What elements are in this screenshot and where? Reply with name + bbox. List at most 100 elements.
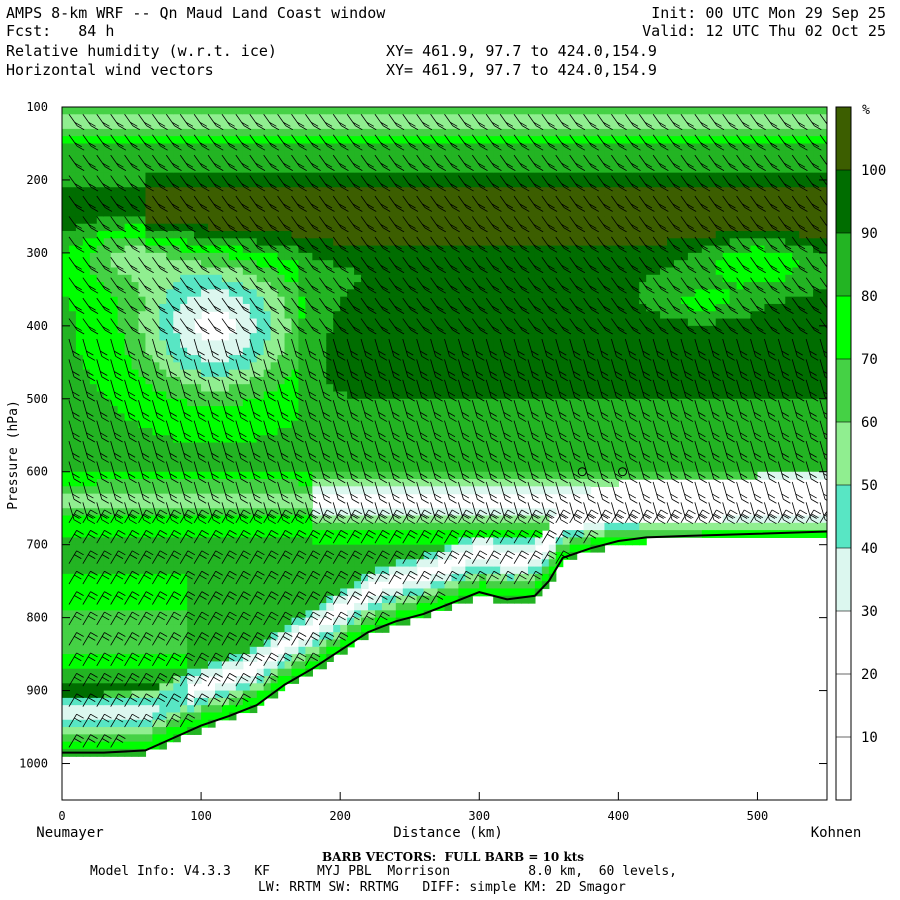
rh-cell [208, 384, 216, 393]
rh-cell [159, 260, 167, 269]
rh-cell [180, 179, 188, 188]
rh-cell [333, 486, 341, 495]
rh-cell [215, 705, 223, 714]
rh-cell [479, 355, 487, 363]
rh-cell [82, 581, 91, 590]
rh-cell [340, 398, 348, 407]
rh-cell [416, 223, 425, 232]
rh-cell [180, 486, 188, 495]
rh-cell [242, 559, 251, 568]
rh-cell [249, 223, 258, 232]
rh-cell [194, 595, 202, 604]
rh-cell [235, 282, 244, 290]
rh-cell [451, 201, 460, 210]
rh-cell [402, 267, 411, 276]
rh-cell [326, 252, 334, 261]
rh-cell [263, 398, 272, 407]
rh-cell [354, 457, 362, 466]
rh-cell [263, 311, 272, 320]
rh-cell [472, 209, 480, 218]
rh-cell [270, 347, 279, 356]
rh-cell [145, 537, 154, 546]
rh-cell [173, 158, 181, 166]
rh-cell [333, 128, 341, 137]
rh-cell [166, 289, 174, 298]
rh-cell [249, 624, 258, 633]
rh-cell [228, 158, 237, 166]
rh-cell [82, 150, 91, 159]
rh-cell [305, 194, 313, 203]
rh-cell [333, 355, 341, 363]
rh-cell [402, 530, 411, 538]
rh-cell [472, 427, 480, 436]
rh-cell [208, 172, 216, 181]
rh-cell [340, 479, 348, 487]
rh-cell [145, 471, 154, 480]
rh-cell [124, 355, 133, 363]
rh-cell [208, 464, 216, 473]
rh-cell [194, 340, 202, 349]
rh-cell [103, 201, 112, 210]
rh-cell [145, 544, 154, 553]
rh-cell [249, 603, 258, 611]
rh-cell [444, 355, 453, 363]
rh-cell [430, 296, 439, 305]
rh-cell [263, 303, 272, 312]
rh-cell [291, 559, 300, 568]
rh-cell [409, 150, 418, 159]
rh-cell [75, 406, 84, 414]
rh-cell [159, 274, 167, 283]
rh-cell [166, 617, 174, 626]
rh-cell [215, 690, 223, 699]
rh-cell [340, 311, 348, 320]
rh-cell [173, 705, 181, 714]
rh-cell [235, 420, 244, 429]
rh-cell [187, 201, 195, 210]
rh-cell [486, 588, 494, 597]
rh-cell [62, 136, 70, 145]
rh-cell [256, 252, 265, 261]
rh-cell [319, 639, 327, 648]
rh-cell [82, 143, 91, 152]
rh-cell [180, 544, 188, 553]
rh-cell [347, 325, 355, 334]
rh-cell [256, 384, 265, 393]
rh-cell [215, 355, 223, 363]
rh-cell [368, 194, 376, 203]
rh-cell [242, 384, 251, 393]
rh-cell [291, 668, 300, 677]
rh-cell [374, 143, 383, 152]
rh-cell [96, 216, 105, 225]
rh-cell [298, 464, 307, 473]
rh-cell [242, 201, 251, 210]
rh-cell [124, 311, 133, 320]
rh-cell [75, 566, 84, 575]
rh-cell [270, 282, 279, 290]
rh-cell [423, 216, 432, 225]
rh-cell [173, 398, 181, 407]
rh-cell [270, 252, 279, 261]
rh-cell [89, 376, 98, 385]
rh-cell [444, 522, 453, 531]
rh-cell [333, 143, 341, 152]
rh-cell [458, 457, 466, 466]
rh-cell [451, 238, 460, 247]
rh-cell [354, 107, 362, 115]
rh-cell [340, 165, 348, 174]
rh-cell [326, 194, 334, 203]
rh-cell [388, 515, 397, 524]
rh-cell [110, 697, 119, 706]
rh-cell [423, 522, 432, 531]
rh-cell [277, 158, 286, 166]
rh-cell [514, 194, 522, 203]
rh-cell [298, 661, 307, 670]
rh-cell [284, 340, 293, 349]
rh-cell [409, 347, 418, 356]
rh-cell [235, 588, 244, 597]
rh-cell [319, 522, 327, 531]
rh-cell [187, 566, 195, 575]
rh-cell [326, 347, 334, 356]
rh-cell [270, 449, 279, 458]
rh-cell [486, 209, 494, 218]
rh-cell [361, 274, 369, 283]
